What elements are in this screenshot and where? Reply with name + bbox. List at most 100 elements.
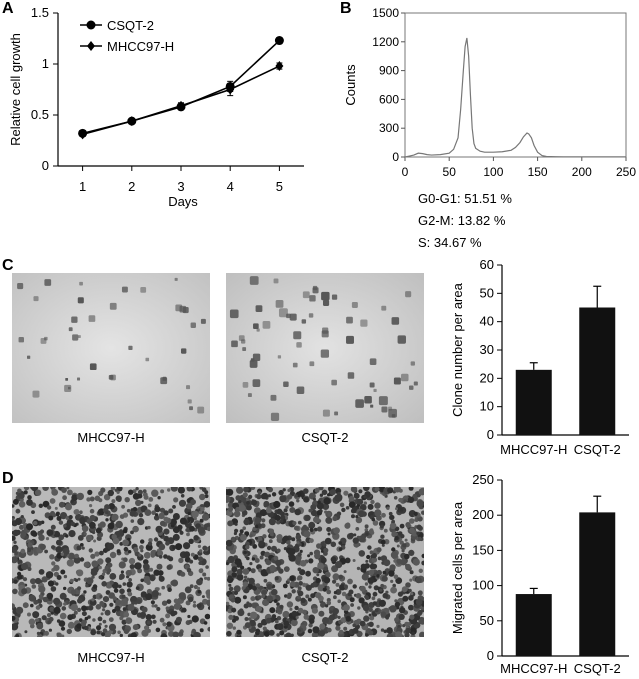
cell-spot bbox=[378, 599, 386, 607]
cell-spot bbox=[322, 587, 327, 592]
y-tick-label: 40 bbox=[480, 314, 494, 329]
cell-spot bbox=[376, 574, 380, 578]
cell-spot bbox=[158, 575, 165, 582]
cell-spot bbox=[86, 577, 94, 585]
cell-spot bbox=[261, 594, 265, 599]
cell-spot bbox=[74, 553, 79, 559]
cell-spot bbox=[232, 618, 236, 623]
colony-spot bbox=[72, 334, 79, 341]
cell-spot bbox=[236, 573, 244, 581]
colony-spot bbox=[229, 309, 239, 319]
cell-spot bbox=[333, 590, 338, 595]
cell-spot bbox=[364, 582, 369, 586]
x-tick-label: 50 bbox=[443, 165, 457, 179]
cell-spot bbox=[356, 566, 361, 571]
cell-spot bbox=[233, 590, 239, 595]
cell-spot bbox=[249, 619, 256, 627]
cell-spot bbox=[352, 559, 356, 562]
cell-spot bbox=[358, 550, 366, 557]
cell-spot bbox=[389, 605, 397, 613]
cell-spot bbox=[303, 614, 310, 620]
cell-spot bbox=[173, 497, 179, 503]
cell-spot bbox=[394, 536, 399, 541]
cell-spot bbox=[376, 624, 380, 628]
colony-spot bbox=[373, 388, 377, 393]
cell-spot bbox=[415, 598, 423, 606]
cell-spot bbox=[266, 595, 273, 602]
cell-spot bbox=[76, 569, 84, 577]
cell-spot bbox=[405, 523, 411, 528]
cell-spot bbox=[368, 569, 375, 576]
cell-spot bbox=[130, 632, 137, 637]
cell-spot bbox=[390, 551, 398, 559]
cell-spot bbox=[63, 553, 68, 557]
colony-spot bbox=[286, 313, 291, 319]
cell-spot bbox=[266, 583, 273, 590]
cell-spot bbox=[27, 612, 31, 617]
cell-spot bbox=[233, 510, 241, 518]
cell-spot bbox=[81, 619, 87, 625]
colony-spot bbox=[391, 317, 400, 325]
cell-spot bbox=[111, 534, 117, 540]
cell-spot bbox=[227, 520, 234, 527]
cell-spot bbox=[178, 592, 186, 600]
cell-spot bbox=[376, 547, 382, 553]
cell-spot bbox=[374, 608, 379, 613]
cell-spot bbox=[287, 488, 291, 492]
category-label: CSQT-2 bbox=[574, 661, 621, 676]
cell-spot bbox=[148, 538, 153, 543]
cell-spot bbox=[71, 494, 78, 501]
colony-spot bbox=[273, 278, 279, 284]
cell-spot bbox=[44, 549, 48, 554]
cell-spot bbox=[199, 628, 204, 633]
cell-spot bbox=[229, 546, 234, 551]
cell-spot bbox=[285, 632, 292, 637]
cell-spot bbox=[190, 552, 195, 557]
cell-spot bbox=[67, 489, 73, 496]
cell-spot bbox=[343, 604, 350, 611]
cell-spot bbox=[36, 622, 44, 630]
cell-spot bbox=[161, 534, 165, 538]
bar bbox=[579, 307, 616, 435]
cell-spot bbox=[244, 622, 251, 629]
cell-spot bbox=[238, 504, 246, 512]
cell-spot bbox=[252, 585, 257, 591]
cell-spot bbox=[184, 564, 190, 570]
cell-spot bbox=[188, 538, 194, 544]
cell-spot bbox=[332, 579, 337, 584]
cell-spot bbox=[395, 507, 398, 511]
cell-spot bbox=[368, 607, 373, 612]
cell-spot bbox=[319, 509, 323, 513]
cell-spot bbox=[372, 601, 377, 606]
colony-spot bbox=[44, 279, 52, 286]
cell-spot bbox=[367, 577, 375, 584]
data-point bbox=[274, 36, 284, 46]
cell-spot bbox=[276, 548, 281, 553]
colony-spot bbox=[68, 386, 71, 390]
cell-spot bbox=[50, 586, 57, 592]
cell-spot bbox=[105, 518, 109, 522]
cell-spot bbox=[370, 530, 375, 535]
colony-spot bbox=[77, 297, 84, 304]
cell-spot bbox=[339, 584, 346, 591]
colony-spot bbox=[369, 382, 375, 388]
cell-spot bbox=[404, 553, 410, 560]
cell-spot bbox=[91, 575, 95, 579]
cell-spot bbox=[318, 610, 325, 617]
cell-spot bbox=[175, 543, 183, 551]
cell-spot bbox=[97, 558, 104, 565]
cell-spot bbox=[98, 575, 103, 580]
cell-spot bbox=[89, 599, 97, 606]
cell-spot bbox=[170, 518, 177, 526]
cell-spot bbox=[312, 626, 320, 634]
cell-spot bbox=[261, 492, 269, 500]
cell-spot bbox=[257, 595, 262, 600]
cell-spot bbox=[388, 511, 393, 516]
cell-spot bbox=[15, 606, 24, 615]
cell-spot bbox=[140, 578, 144, 583]
cell-spot bbox=[87, 489, 93, 495]
cell-spot bbox=[127, 603, 135, 611]
cell-spot bbox=[405, 582, 411, 588]
cell-spot bbox=[12, 623, 19, 631]
cell-spot bbox=[315, 592, 322, 599]
